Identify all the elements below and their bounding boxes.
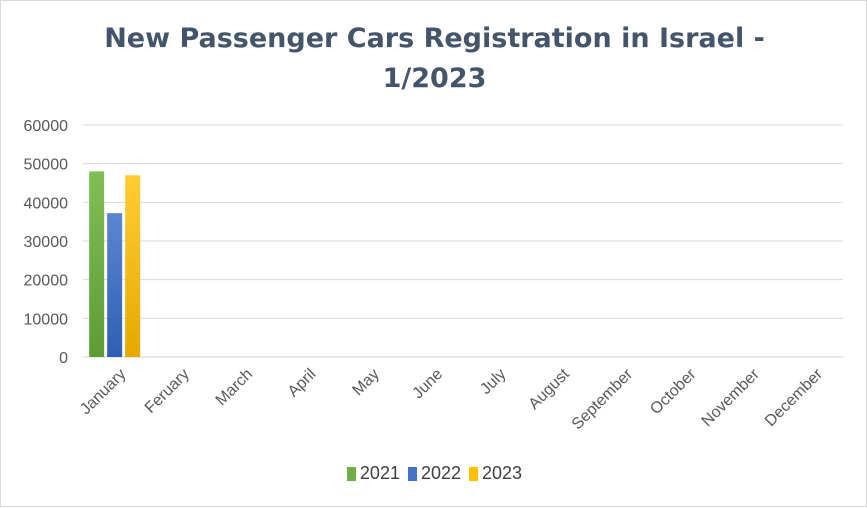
legend-item-2022: 2022 bbox=[407, 463, 462, 484]
x-tick-label-september: September bbox=[569, 365, 637, 433]
legend-label-2021: 2021 bbox=[359, 463, 400, 483]
legend-swatch-2021 bbox=[346, 466, 356, 481]
bar-2022-january bbox=[107, 213, 123, 357]
chart-legend: 2021 2022 2023 bbox=[1, 463, 867, 484]
x-tick-label-november: November bbox=[699, 365, 764, 430]
y-tick-label: 60000 bbox=[24, 118, 69, 135]
x-tick-label-january: January bbox=[77, 366, 129, 418]
y-tick-label: 20000 bbox=[24, 273, 69, 290]
legend-item-2021: 2021 bbox=[346, 463, 400, 484]
x-tick-label-april: April bbox=[285, 366, 320, 401]
chart-title-line-2: 1/2023 bbox=[382, 63, 487, 94]
x-tick-label-august: August bbox=[526, 365, 574, 413]
y-tick-label: 0 bbox=[59, 350, 68, 367]
x-tick-label-march: March bbox=[213, 366, 256, 409]
x-tick-label-december: December bbox=[762, 365, 827, 430]
legend-label-2022: 2022 bbox=[420, 463, 462, 483]
x-tick-label-june: June bbox=[410, 366, 447, 403]
x-tick-label-may: May bbox=[349, 366, 382, 399]
x-tick-label-october: October bbox=[647, 365, 700, 418]
legend-swatch-2022 bbox=[407, 466, 417, 481]
legend-swatch-2023 bbox=[469, 466, 479, 481]
chart-title-line-1: New Passenger Cars Registration in Israe… bbox=[104, 23, 765, 54]
x-tick-label-july: July bbox=[477, 366, 509, 398]
y-tick-label: 50000 bbox=[24, 157, 69, 174]
y-tick-label: 40000 bbox=[24, 195, 69, 212]
chart-title: New Passenger Cars Registration in Israe… bbox=[1, 19, 867, 99]
x-tick-label-feruary: Feruary bbox=[142, 366, 193, 417]
legend-item-2023: 2023 bbox=[469, 463, 522, 484]
bar-2021-january bbox=[89, 171, 105, 357]
y-tick-label: 10000 bbox=[24, 311, 69, 328]
legend-label-2023: 2023 bbox=[482, 463, 523, 483]
y-tick-label: 30000 bbox=[24, 234, 69, 251]
bar-2023-january bbox=[125, 175, 141, 357]
